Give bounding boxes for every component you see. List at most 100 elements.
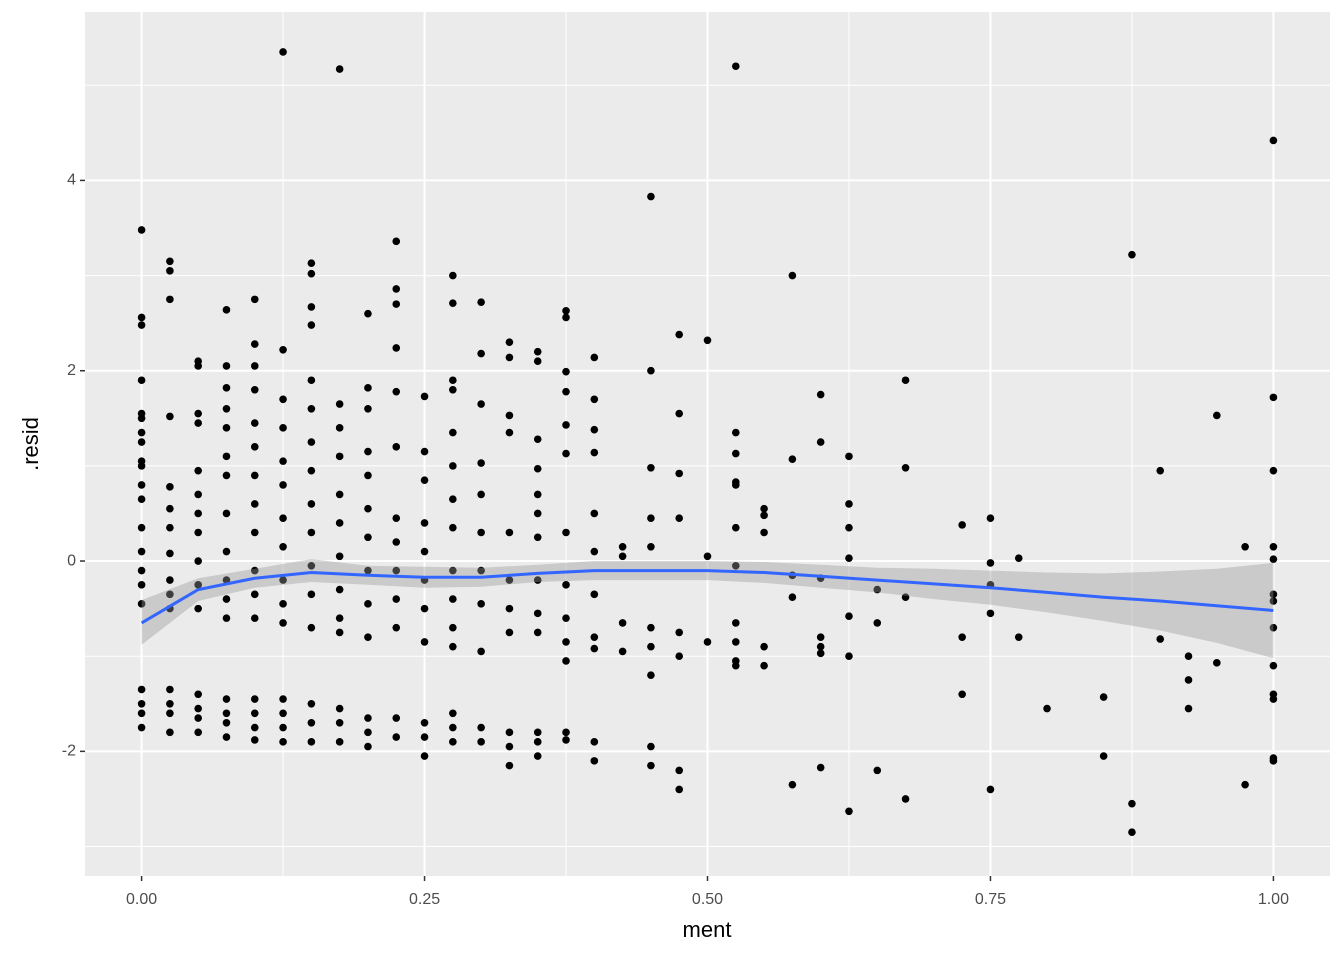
point [562,657,570,665]
point [335,614,344,622]
point [505,604,514,613]
point [137,313,146,322]
point [307,466,316,475]
point [194,528,202,537]
point [250,340,259,348]
point [335,424,344,432]
point [477,566,485,575]
point [533,576,542,584]
point [279,48,287,56]
confidence-band [141,559,1274,659]
point [590,547,599,556]
point [505,428,514,437]
point [364,471,372,480]
point [194,419,202,427]
point [562,387,570,396]
point [250,443,259,451]
point [986,514,995,523]
point [1184,704,1193,713]
point [533,490,542,499]
point [562,736,570,744]
point [816,633,825,641]
point [364,633,372,641]
point [590,757,599,765]
point [562,581,570,589]
point [590,395,599,404]
point [647,542,655,551]
point [194,509,202,518]
y-tick-label: 4 [67,172,76,189]
y-axis-title: .resid [18,417,43,471]
point [307,376,316,385]
point [335,738,344,746]
point [137,226,146,234]
point [222,576,231,584]
point [1269,466,1278,475]
point [222,595,231,603]
point [307,561,316,570]
point [986,785,995,794]
point [194,690,202,699]
x-tick-label: 0.50 [692,891,723,908]
point [505,628,514,637]
point [279,619,287,627]
point [335,490,344,499]
point [166,699,174,708]
point [562,421,570,429]
point [449,385,457,394]
point [137,523,146,532]
point [1269,661,1278,670]
point [250,362,259,370]
point [760,528,768,537]
point [590,425,599,434]
point [194,581,202,589]
point [279,424,287,432]
point [731,561,740,570]
point [335,400,344,408]
point [1269,136,1278,145]
point [901,795,910,803]
point [137,414,146,423]
point [675,469,684,478]
point [250,614,259,622]
point [731,661,740,670]
point [449,738,457,746]
point [647,742,655,751]
point [562,367,570,376]
point [1128,828,1136,837]
point [901,376,910,385]
smooth-line [140,569,1274,625]
point [449,623,457,632]
point [449,642,457,651]
point [420,547,429,556]
point [1014,633,1023,641]
point [137,581,146,589]
point [1269,757,1278,765]
point [307,321,316,329]
point [788,455,797,464]
point [250,500,259,508]
point [562,638,570,646]
point [760,661,768,670]
point [166,549,174,558]
point [364,566,372,575]
point [279,395,287,404]
point [901,463,910,472]
point [420,604,429,613]
point [420,476,429,484]
point [392,623,401,632]
point [505,338,514,346]
point [477,738,485,746]
point [618,619,627,627]
point [533,628,542,637]
point [505,528,514,537]
point [533,464,542,473]
point [420,392,429,401]
point [1241,780,1249,789]
point [816,649,825,658]
point [590,590,599,599]
point [477,490,485,499]
point [675,628,684,637]
point [307,590,316,599]
point [1269,597,1278,605]
